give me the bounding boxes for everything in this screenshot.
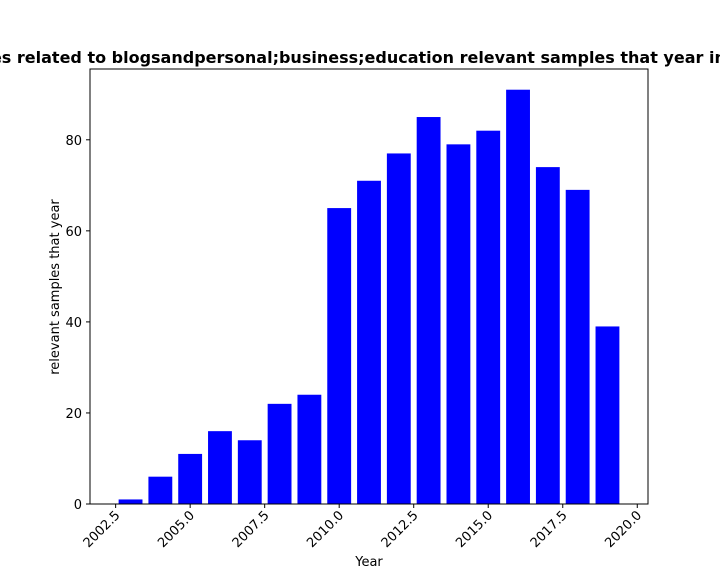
y-tick-label: 60: [65, 225, 82, 240]
x-tick-label: 2017.5: [528, 508, 571, 551]
bar-2012: [386, 153, 411, 504]
bar-2016: [506, 89, 530, 505]
bars-group: [118, 89, 620, 505]
x-tick-label: 2005.0: [155, 508, 198, 551]
bar-2003: [118, 499, 143, 504]
bar-2008: [267, 403, 292, 504]
y-tick-label: 20: [65, 407, 82, 422]
bar-2007: [237, 440, 262, 504]
plot-frame: [89, 68, 649, 505]
y-axis-label: relevant samples that year: [48, 199, 63, 375]
x-tick-label: 2015.0: [453, 508, 496, 551]
x-tick-label: 2020.0: [602, 508, 645, 551]
y-tick-label: 40: [65, 316, 82, 331]
y-tick-label: 0: [74, 498, 82, 513]
x-tick-label: 2012.5: [379, 508, 422, 551]
bar-2005: [178, 453, 203, 504]
bar-2013: [416, 117, 441, 504]
bar-2004: [148, 476, 173, 504]
bar-2017: [535, 167, 560, 505]
bar-2014: [446, 144, 471, 504]
bar-2006: [208, 431, 232, 504]
x-axis-label: Year: [354, 555, 383, 570]
bar-2009: [297, 394, 322, 504]
x-tick-label: 2010.0: [304, 508, 347, 551]
bar-2019: [595, 326, 620, 504]
bar-2011: [357, 180, 381, 504]
y-tick-label: 80: [65, 134, 82, 149]
chart-title: Samples related to blogsandpersonal;busi…: [0, 48, 720, 67]
bar-2010: [327, 208, 352, 504]
x-tick-label: 2002.5: [81, 508, 124, 551]
y-axis-ticks: 0 20 40 60 80: [65, 134, 90, 513]
x-axis-ticks: 2002.5 2005.0 2007.5 2010.0 2012.5 2015.0 2017…: [81, 504, 645, 551]
bar-2015: [476, 130, 501, 504]
bar-2018: [565, 189, 590, 504]
x-tick-label: 2007.5: [230, 508, 273, 551]
